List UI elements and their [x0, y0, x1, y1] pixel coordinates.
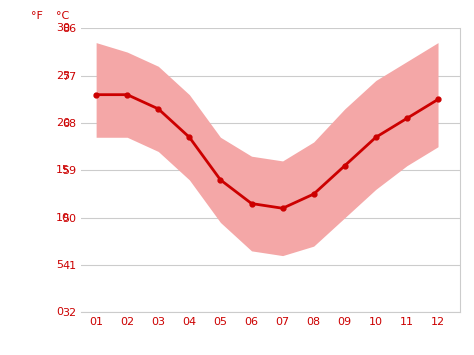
Text: °F: °F [31, 11, 43, 21]
Text: 20: 20 [56, 118, 70, 128]
Text: 0: 0 [56, 307, 63, 317]
Text: °C: °C [56, 11, 69, 21]
Text: 25: 25 [56, 71, 70, 81]
Text: 15: 15 [56, 165, 70, 175]
Text: 10: 10 [56, 213, 70, 223]
Text: 30: 30 [56, 23, 70, 33]
Text: 5: 5 [56, 260, 63, 270]
